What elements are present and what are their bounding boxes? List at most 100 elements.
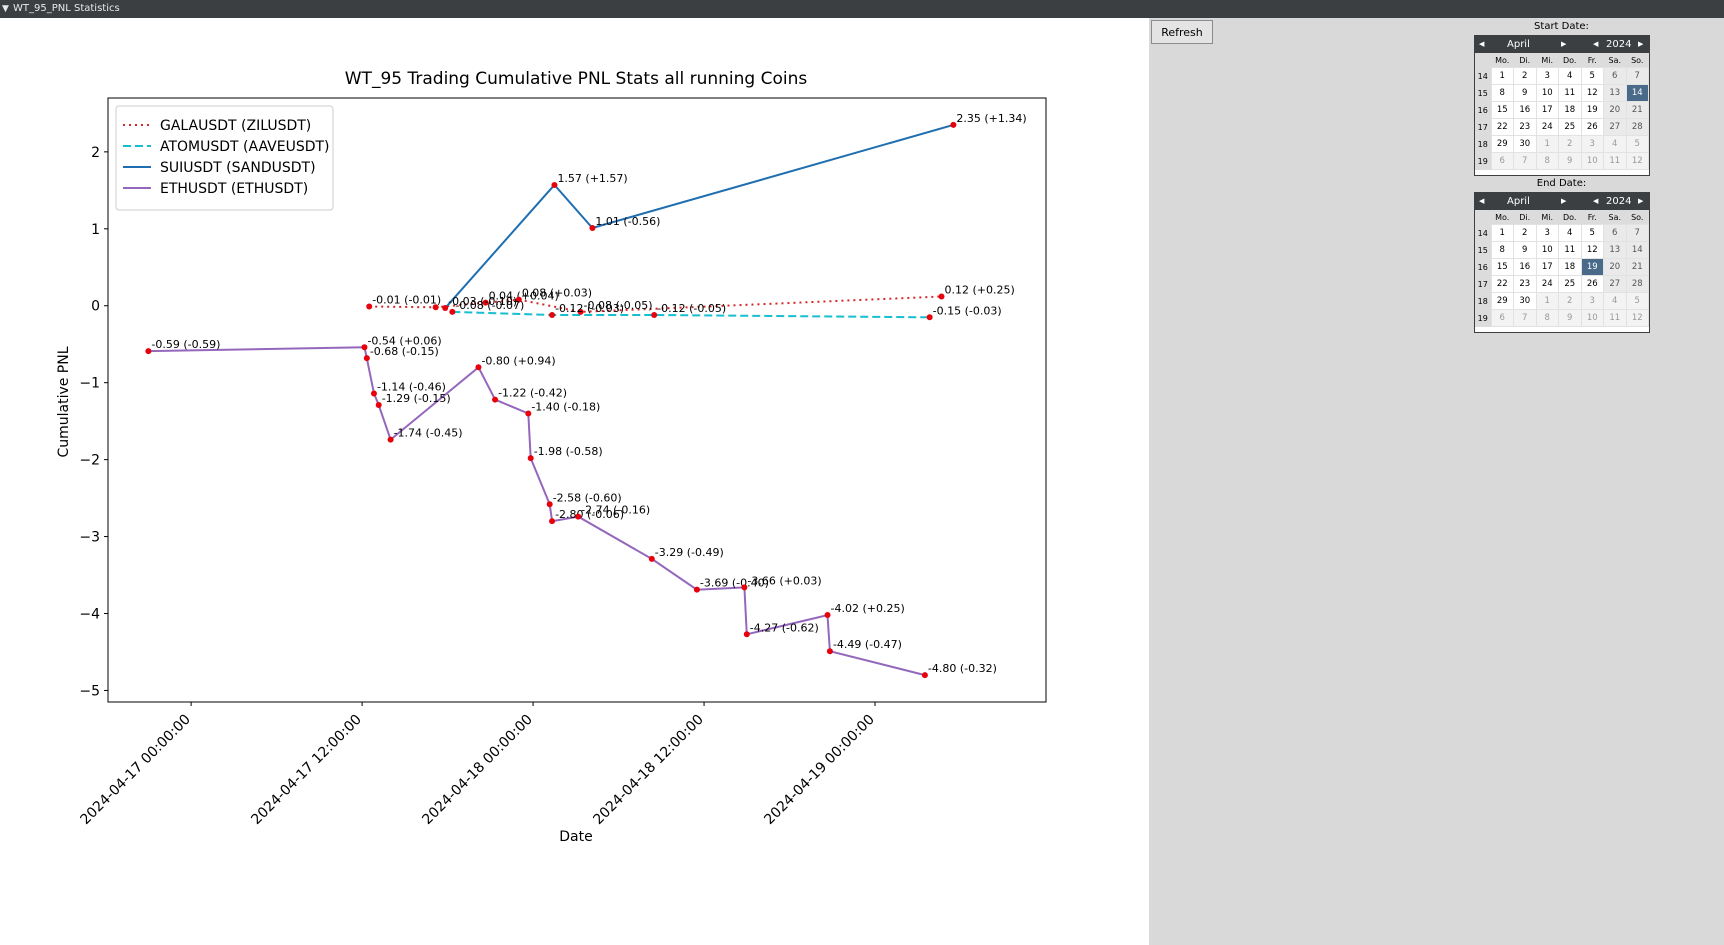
calendar-day[interactable]: 29 — [1490, 292, 1514, 310]
weekday-header: Di. — [1513, 53, 1536, 68]
calendar-day[interactable]: 17 — [1535, 258, 1559, 276]
calendar-day[interactable]: 28 — [1625, 118, 1649, 136]
calendar-day[interactable]: 11 — [1558, 241, 1582, 259]
calendar-day[interactable]: 1 — [1490, 224, 1514, 242]
calendar-day[interactable]: 19 — [1580, 258, 1604, 276]
calendar-day[interactable]: 7 — [1513, 152, 1537, 170]
calendar-day[interactable]: 8 — [1490, 241, 1514, 259]
calendar-day[interactable]: 12 — [1580, 241, 1604, 259]
calendar-day[interactable]: 7 — [1513, 309, 1537, 327]
calendar-day[interactable]: 4 — [1558, 67, 1582, 85]
calendar-day[interactable]: 24 — [1535, 275, 1559, 293]
calendar-day[interactable]: 30 — [1513, 292, 1537, 310]
calendar-day[interactable]: 12 — [1625, 309, 1649, 327]
calendar-day[interactable]: 14 — [1625, 241, 1649, 259]
calendar-day[interactable]: 30 — [1513, 135, 1537, 153]
end-date-calendar[interactable]: ◀ April ▶ ◀ 2024 ▶ Mo. Di. Mi. Do. Fr. Sa. So. 14 1 2 3 4… — [1474, 192, 1650, 333]
next-month-icon[interactable]: ▶ — [1561, 40, 1567, 48]
calendar-day[interactable]: 12 — [1625, 152, 1649, 170]
calendar-day[interactable]: 13 — [1603, 241, 1627, 259]
calendar-day[interactable]: 11 — [1603, 152, 1627, 170]
calendar-day[interactable]: 4 — [1603, 135, 1627, 153]
calendar-day[interactable]: 29 — [1490, 135, 1514, 153]
y-tick-label: −5 — [79, 683, 100, 699]
calendar-day[interactable]: 2 — [1513, 67, 1537, 85]
prev-month-icon[interactable]: ◀ — [1479, 40, 1485, 48]
calendar-day[interactable]: 7 — [1625, 67, 1649, 85]
calendar-day[interactable]: 5 — [1625, 135, 1649, 153]
calendar-day[interactable]: 6 — [1490, 152, 1514, 170]
calendar-day[interactable]: 20 — [1603, 258, 1627, 276]
calendar-day[interactable]: 26 — [1580, 118, 1604, 136]
calendar-day[interactable]: 3 — [1535, 67, 1559, 85]
calendar-day[interactable]: 1 — [1535, 292, 1559, 310]
calendar-day[interactable]: 2 — [1558, 135, 1582, 153]
calendar-day[interactable]: 10 — [1535, 84, 1559, 102]
next-month-icon[interactable]: ▶ — [1561, 197, 1567, 205]
calendar-day[interactable]: 4 — [1603, 292, 1627, 310]
start-date-calendar[interactable]: ◀ April ▶ ◀ 2024 ▶ Mo. Di. Mi. Do. Fr. Sa. So. 14 1 2 3 4… — [1474, 35, 1650, 176]
next-year-icon[interactable]: ▶ — [1638, 40, 1644, 48]
calendar-day[interactable]: 9 — [1513, 84, 1537, 102]
prev-year-icon[interactable]: ◀ — [1593, 40, 1599, 48]
calendar-day[interactable]: 18 — [1558, 101, 1582, 119]
prev-year-icon[interactable]: ◀ — [1593, 197, 1599, 205]
calendar-day[interactable]: 5 — [1580, 224, 1604, 242]
calendar-day[interactable]: 10 — [1580, 309, 1604, 327]
calendar-day[interactable]: 8 — [1535, 309, 1559, 327]
calendar-day[interactable]: 21 — [1625, 258, 1649, 276]
calendar-day[interactable]: 13 — [1603, 84, 1627, 102]
calendar-day[interactable]: 11 — [1558, 84, 1582, 102]
calendar-day[interactable]: 15 — [1490, 101, 1514, 119]
calendar-day[interactable]: 2 — [1513, 224, 1537, 242]
calendar-day[interactable]: 2 — [1558, 292, 1582, 310]
calendar-day[interactable]: 8 — [1490, 84, 1514, 102]
refresh-button[interactable]: Refresh — [1151, 20, 1213, 44]
calendar-day[interactable]: 9 — [1558, 309, 1582, 327]
calendar-day[interactable]: 25 — [1558, 118, 1582, 136]
calendar-day[interactable]: 28 — [1625, 275, 1649, 293]
calendar-day[interactable]: 3 — [1580, 135, 1604, 153]
calendar-day[interactable]: 24 — [1535, 118, 1559, 136]
calendar-day[interactable]: 6 — [1603, 67, 1627, 85]
calendar-day[interactable]: 16 — [1513, 101, 1537, 119]
calendar-day[interactable]: 11 — [1603, 309, 1627, 327]
calendar-day[interactable]: 10 — [1580, 152, 1604, 170]
calendar-day[interactable]: 23 — [1513, 275, 1537, 293]
calendar-day[interactable]: 1 — [1490, 67, 1514, 85]
calendar-day[interactable]: 6 — [1603, 224, 1627, 242]
calendar-day[interactable]: 23 — [1513, 118, 1537, 136]
calendar-day[interactable]: 3 — [1535, 224, 1559, 242]
calendar-day[interactable]: 18 — [1558, 258, 1582, 276]
calendar-day[interactable]: 1 — [1535, 135, 1559, 153]
calendar-day[interactable]: 25 — [1558, 275, 1582, 293]
calendar-day[interactable]: 27 — [1603, 275, 1627, 293]
next-year-icon[interactable]: ▶ — [1638, 197, 1644, 205]
calendar-day[interactable]: 9 — [1558, 152, 1582, 170]
calendar-day[interactable]: 16 — [1513, 258, 1537, 276]
y-tick-label: 2 — [91, 145, 100, 161]
calendar-day[interactable]: 10 — [1535, 241, 1559, 259]
calendar-day[interactable]: 9 — [1513, 241, 1537, 259]
calendar-day[interactable]: 3 — [1580, 292, 1604, 310]
calendar-day[interactable]: 20 — [1603, 101, 1627, 119]
calendar-day[interactable]: 27 — [1603, 118, 1627, 136]
calendar-day[interactable]: 5 — [1625, 292, 1649, 310]
calendar-day[interactable]: 14 — [1625, 84, 1649, 102]
calendar-day[interactable]: 6 — [1490, 309, 1514, 327]
triangle-down-icon[interactable]: ▼ — [2, 4, 9, 14]
calendar-day[interactable]: 5 — [1580, 67, 1604, 85]
calendar-day[interactable]: 4 — [1558, 224, 1582, 242]
calendar-day[interactable]: 7 — [1625, 224, 1649, 242]
calendar-day[interactable]: 22 — [1490, 275, 1514, 293]
calendar-day[interactable]: 19 — [1580, 101, 1604, 119]
prev-month-icon[interactable]: ◀ — [1479, 197, 1485, 205]
calendar-day[interactable]: 26 — [1580, 275, 1604, 293]
calendar-day[interactable]: 21 — [1625, 101, 1649, 119]
calendar-day[interactable]: 22 — [1490, 118, 1514, 136]
calendar-day[interactable]: 15 — [1490, 258, 1514, 276]
calendar-day[interactable]: 8 — [1535, 152, 1559, 170]
calendar-day[interactable]: 12 — [1580, 84, 1604, 102]
data-label: -0.12 (-0.05) — [657, 302, 726, 315]
calendar-day[interactable]: 17 — [1535, 101, 1559, 119]
